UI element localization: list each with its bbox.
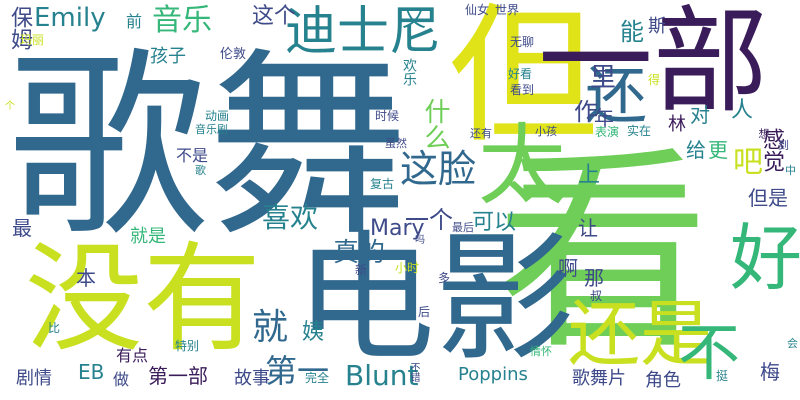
cloud-word: 会 [787, 337, 798, 350]
cloud-word: 太 [478, 114, 567, 217]
cloud-word: 不是 [176, 146, 209, 165]
cloud-word: 最 [12, 216, 32, 240]
cloud-word: 这个 [252, 4, 297, 29]
cloud-word: 叔 [590, 289, 603, 303]
cloud-word: 可以 [472, 210, 517, 235]
cloud-word: 虽然 [385, 137, 407, 150]
cloud-word: 后 [418, 305, 431, 319]
cloud-word: 林 [668, 114, 686, 135]
cloud-word: 比 [48, 321, 61, 335]
cloud-word: 第一 [265, 352, 330, 390]
cloud-word: 还 [585, 59, 648, 132]
cloud-word: 剧情 [16, 368, 52, 389]
cloud-word: 好 [730, 216, 800, 300]
cloud-word: 复古 [370, 177, 395, 191]
cloud-word: 第一部 [148, 364, 208, 388]
cloud-word: 保姆 [7, 6, 32, 50]
cloud-word: 没有 [25, 230, 262, 368]
cloud-word: 感觉 [759, 128, 784, 172]
cloud-word: 吗 [415, 235, 425, 246]
cloud-word: 新 [355, 263, 368, 277]
cloud-word: 看到 [510, 83, 535, 97]
cloud-word: 音乐 [152, 3, 212, 38]
cloud-word: 一部 [538, 0, 769, 129]
cloud-word: 不 [678, 316, 741, 389]
cloud-word: Mary [370, 216, 425, 241]
cloud-word: Blunt [345, 359, 419, 392]
cloud-word: 这脸 [400, 147, 477, 191]
cloud-word: 看 [495, 127, 710, 378]
cloud-word: 玛丽 [20, 33, 45, 47]
cloud-word: 啊 [558, 256, 578, 280]
cloud-word: 特别 [175, 339, 200, 353]
cloud-word: 前 [126, 12, 143, 31]
cloud-word: 还是 [568, 292, 713, 376]
cloud-word: 想 [757, 128, 770, 139]
cloud-word: 吧 [733, 145, 763, 180]
cloud-word: 音乐剧 [195, 123, 228, 136]
cloud-word: 无聊 [510, 35, 535, 49]
cloud-word: 到 [778, 139, 789, 152]
cloud-word: 但 [448, 0, 599, 164]
cloud-word: 歌舞片 [572, 368, 626, 389]
cloud-word: 情怀 [530, 345, 552, 358]
cloud-word: 好看 [508, 67, 533, 81]
cloud-word: 有点 [116, 346, 149, 365]
cloud-word: 什么 [420, 98, 450, 150]
cloud-word: 不错 [408, 362, 419, 382]
cloud-word: 喜欢 [262, 201, 319, 234]
cloud-word: 里 [590, 63, 617, 93]
cloud-word: 角色 [645, 370, 681, 391]
cloud-word: 完全 [305, 371, 330, 385]
cloud-word: 个 [5, 101, 15, 112]
cloud-word: 年 [594, 106, 614, 130]
cloud-word: 歌 [195, 164, 206, 177]
cloud-word: Emily [34, 3, 106, 33]
cloud-word: 给 [686, 138, 706, 162]
cloud-word: 那 [584, 266, 604, 290]
cloud-word: 还有 [470, 127, 492, 140]
cloud-word: 作 [574, 98, 598, 126]
cloud-word: EB [78, 360, 105, 384]
cloud-word: 对 [690, 103, 710, 127]
cloud-word: 挺 [716, 369, 729, 383]
cloud-word: 动画 [205, 109, 230, 123]
cloud-word: 世界 [495, 3, 520, 17]
cloud-word: 中 [785, 164, 796, 177]
cloud-word: 能 [620, 18, 644, 46]
cloud-word: 多 [438, 271, 451, 285]
cloud-word: 就是 [130, 226, 166, 247]
cloud-word: 伦敦 [220, 47, 247, 62]
cloud-word: 小时 [395, 261, 420, 275]
cloud-word: 梅 [760, 360, 780, 384]
cloud-word: 姨 [302, 320, 325, 345]
cloud-word: 真的 [333, 238, 386, 268]
cloud-word: 歌舞 [8, 31, 409, 264]
cloud-word: 实在 [627, 124, 652, 138]
cloud-word: 人 [731, 98, 754, 123]
cloud-word: 电影 [295, 218, 576, 381]
cloud-word: 做 [113, 370, 130, 389]
cloud-word: 又 [402, 4, 426, 32]
cloud-word: 迪士尼 [285, 2, 442, 62]
cloud-word: 最后 [452, 221, 474, 234]
cloud-word: 上 [578, 163, 601, 188]
cloud-word: 更 [708, 138, 728, 162]
cloud-word: 仙女 [465, 3, 490, 17]
cloud-word: 一个 [405, 206, 453, 234]
cloud-word: 故事 [234, 368, 270, 389]
cloud-word: 小孩 [535, 125, 557, 138]
cloud-word: 表演 [595, 125, 620, 139]
cloud-word: 让 [578, 216, 598, 240]
cloud-word: 本 [76, 266, 96, 290]
cloud-word: 斯 [648, 16, 666, 37]
cloud-word: Poppins [458, 364, 528, 385]
cloud-word: 得 [648, 73, 661, 87]
cloud-word: 欢乐 [401, 58, 417, 86]
cloud-word: 时候 [375, 109, 400, 123]
cloud-word: 孩子 [150, 46, 186, 67]
cloud-word: 但是 [748, 186, 788, 210]
cloud-word: 就 [252, 307, 289, 348]
